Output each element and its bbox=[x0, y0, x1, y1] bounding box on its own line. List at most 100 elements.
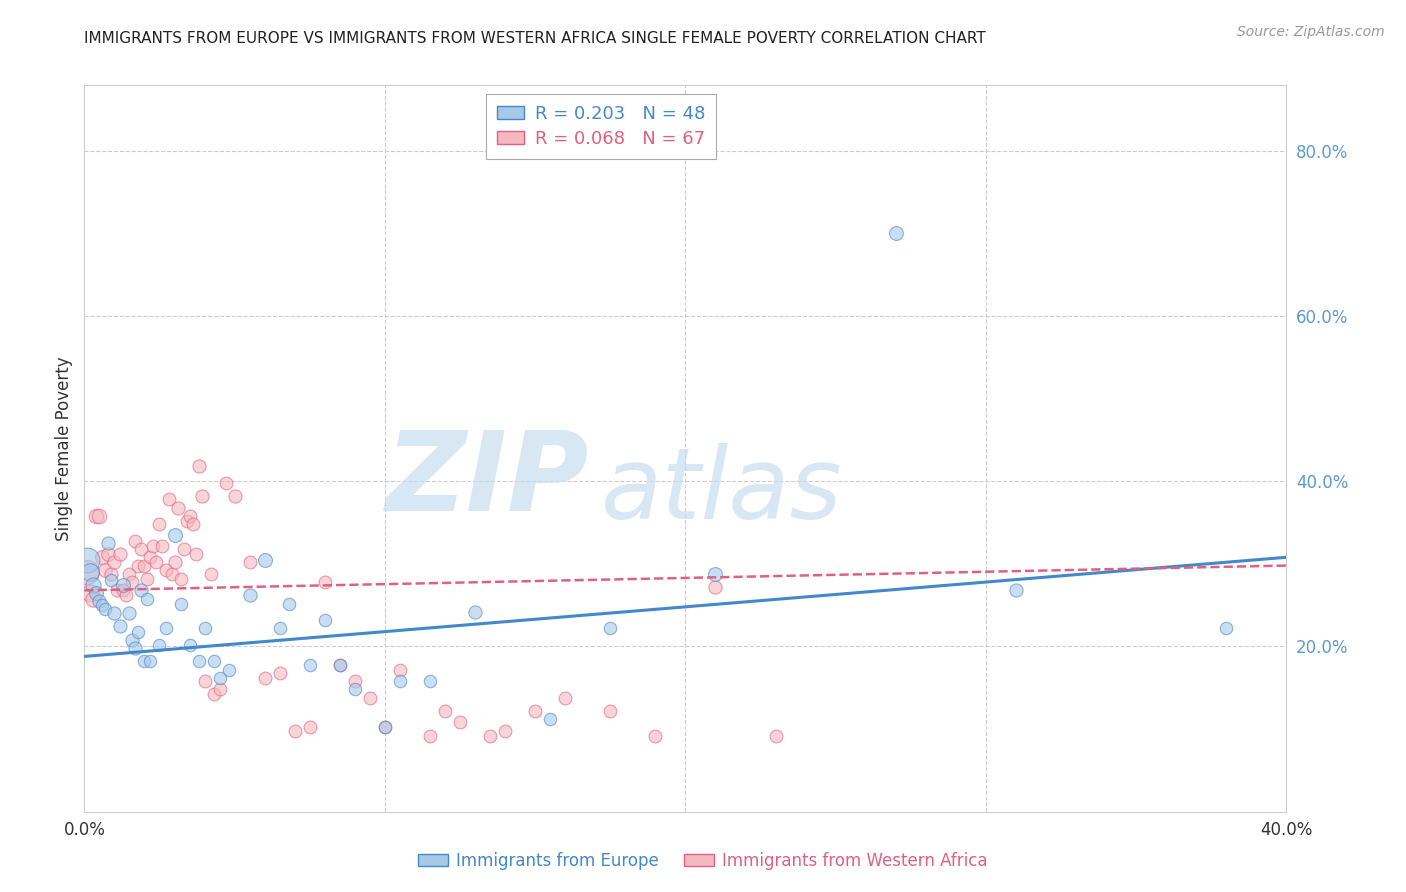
Point bbox=[214, 475, 236, 490]
Legend: Immigrants from Europe, Immigrants from Western Africa: Immigrants from Europe, Immigrants from … bbox=[412, 846, 994, 877]
Point bbox=[277, 597, 299, 611]
Point bbox=[134, 654, 156, 668]
Point bbox=[388, 663, 411, 677]
Point bbox=[82, 591, 104, 606]
Point bbox=[118, 566, 141, 581]
Point bbox=[136, 591, 159, 606]
Point bbox=[127, 624, 149, 639]
Point bbox=[269, 665, 291, 680]
Point bbox=[76, 553, 98, 567]
Point bbox=[644, 729, 666, 743]
Point bbox=[148, 638, 170, 652]
Point bbox=[298, 721, 321, 735]
Point bbox=[163, 528, 186, 542]
Point bbox=[169, 597, 191, 611]
Legend: R = 0.203   N = 48, R = 0.068   N = 67: R = 0.203 N = 48, R = 0.068 N = 67 bbox=[486, 94, 716, 159]
Point bbox=[173, 541, 195, 556]
Point bbox=[179, 508, 201, 523]
Point bbox=[145, 555, 167, 569]
Point bbox=[419, 674, 441, 689]
Point bbox=[1215, 621, 1237, 635]
Point bbox=[374, 721, 396, 735]
Point bbox=[112, 577, 135, 591]
Point bbox=[524, 704, 547, 718]
Point bbox=[224, 489, 246, 503]
Point bbox=[97, 547, 120, 561]
Point bbox=[494, 723, 516, 738]
Point bbox=[89, 508, 111, 523]
Point bbox=[449, 715, 471, 730]
Point bbox=[329, 657, 352, 672]
Point bbox=[163, 555, 186, 569]
Point bbox=[152, 539, 174, 553]
Point bbox=[765, 729, 787, 743]
Y-axis label: Single Female Poverty: Single Female Poverty bbox=[55, 356, 73, 541]
Point bbox=[131, 583, 153, 598]
Point bbox=[202, 654, 225, 668]
Point bbox=[131, 541, 153, 556]
Point bbox=[86, 508, 108, 523]
Point bbox=[157, 492, 180, 507]
Point bbox=[142, 539, 165, 553]
Point bbox=[704, 566, 727, 581]
Point bbox=[253, 671, 276, 685]
Point bbox=[202, 687, 225, 701]
Point bbox=[599, 621, 621, 635]
Point bbox=[187, 654, 209, 668]
Point bbox=[359, 690, 381, 705]
Point bbox=[1005, 583, 1028, 598]
Point bbox=[76, 565, 98, 579]
Point bbox=[160, 566, 183, 581]
Point bbox=[118, 607, 141, 621]
Point bbox=[554, 690, 576, 705]
Point bbox=[139, 550, 162, 565]
Point bbox=[343, 682, 366, 697]
Point bbox=[176, 514, 198, 528]
Point bbox=[208, 682, 231, 697]
Point bbox=[103, 607, 125, 621]
Text: IMMIGRANTS FROM EUROPE VS IMMIGRANTS FROM WESTERN AFRICA SINGLE FEMALE POVERTY C: IMMIGRANTS FROM EUROPE VS IMMIGRANTS FRO… bbox=[84, 31, 986, 46]
Point bbox=[464, 605, 486, 619]
Point bbox=[134, 558, 156, 573]
Point bbox=[124, 533, 146, 548]
Point bbox=[419, 729, 441, 743]
Point bbox=[112, 583, 135, 598]
Point bbox=[239, 555, 262, 569]
Point bbox=[704, 580, 727, 594]
Point bbox=[136, 572, 159, 586]
Point bbox=[79, 565, 101, 579]
Point bbox=[194, 674, 217, 689]
Point bbox=[184, 547, 207, 561]
Point bbox=[100, 566, 122, 581]
Point bbox=[79, 586, 101, 600]
Point bbox=[187, 459, 209, 474]
Point bbox=[314, 613, 336, 627]
Point bbox=[103, 555, 125, 569]
Point bbox=[121, 575, 143, 590]
Point bbox=[107, 583, 129, 598]
Point bbox=[253, 553, 276, 567]
Point bbox=[155, 564, 177, 578]
Point bbox=[97, 536, 120, 550]
Point bbox=[479, 729, 502, 743]
Text: ZIP: ZIP bbox=[385, 427, 589, 534]
Point bbox=[599, 704, 621, 718]
Point bbox=[121, 632, 143, 647]
Point bbox=[179, 638, 201, 652]
Point bbox=[434, 704, 457, 718]
Point bbox=[100, 574, 122, 588]
Point bbox=[388, 674, 411, 689]
Point bbox=[86, 586, 108, 600]
Point bbox=[284, 723, 307, 738]
Point bbox=[139, 654, 162, 668]
Point bbox=[208, 671, 231, 685]
Point bbox=[94, 602, 117, 616]
Point bbox=[269, 621, 291, 635]
Point bbox=[314, 575, 336, 590]
Point bbox=[148, 517, 170, 532]
Point bbox=[181, 517, 204, 532]
Point bbox=[190, 489, 212, 503]
Point bbox=[239, 588, 262, 602]
Point bbox=[155, 621, 177, 635]
Point bbox=[329, 657, 352, 672]
